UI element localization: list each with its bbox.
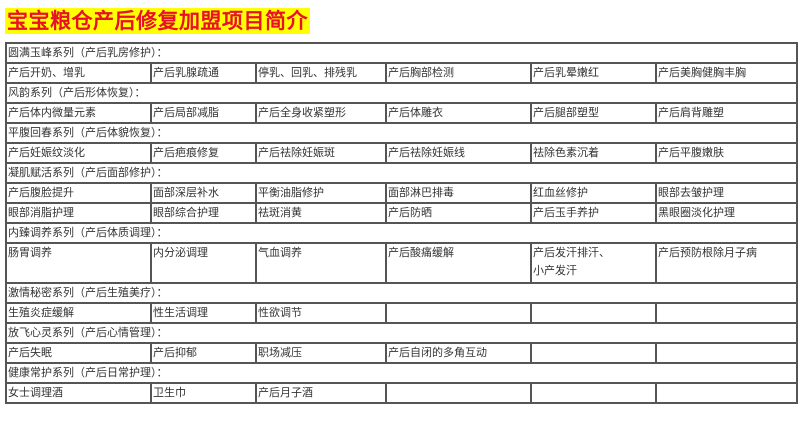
table-cell: 眼部消脂护理	[5, 202, 152, 224]
table-cell: 产后酸痛缓解	[385, 242, 532, 284]
table-cell: 产后美胸健胸丰胸	[655, 62, 798, 84]
section-heading: 内臻调养系列（产后体质调理）：	[5, 222, 798, 244]
table-cell: 产后预防根除月子病	[655, 242, 798, 284]
table-cell: 产后祛除妊娠斑	[255, 142, 387, 164]
table-cell	[385, 382, 532, 404]
table-cell	[385, 302, 532, 324]
table-row: 肠胃调养 内分泌调理 气血调养 产后酸痛缓解 产后发汗排汗、 小产发汗 产后预防根除月子病	[5, 242, 798, 284]
table-cell: 性欲调节	[255, 302, 387, 324]
table-cell: 产后发汗排汗、 小产发汗	[530, 242, 657, 284]
section-heading: 风韵系列（产后形体恢复）：	[5, 82, 798, 104]
table-cell: 卫生巾	[150, 382, 257, 404]
table-row: 产后腹脸提升 面部深层补水 平衡油脂修护 面部淋巴排毒 红血丝修护 眼部去皱护理	[5, 182, 798, 204]
table-cell: 停乳、回乳、排残乳	[255, 62, 387, 84]
table-cell: 产后自闭的多角互动	[385, 342, 532, 364]
table-cell: 产后体雕衣	[385, 102, 532, 124]
table-cell: 产后开奶、增乳	[5, 62, 152, 84]
table-cell: 产后腹脸提升	[5, 182, 152, 204]
table-cell: 黑眼圈淡化护理	[655, 202, 798, 224]
table-cell: 产后乳晕嫩红	[530, 62, 657, 84]
table-cell: 内分泌调理	[150, 242, 257, 284]
table-cell: 眼部综合护理	[150, 202, 257, 224]
table-cell	[530, 302, 657, 324]
section-heading: 圆满玉峰系列（产后乳房修护）：	[5, 42, 798, 64]
section-header-row: 平腹回春系列（产后体貌恢复）：	[5, 122, 798, 144]
table-cell: 产后局部减脂	[150, 102, 257, 124]
table-cell: 产后全身收紧塑形	[255, 102, 387, 124]
table-cell: 生殖炎症缓解	[5, 302, 152, 324]
section-heading: 凝肌赋活系列（产后面部修护）：	[5, 162, 798, 184]
section-header-row: 凝肌赋活系列（产后面部修护）：	[5, 162, 798, 184]
table-cell: 产后抑郁	[150, 342, 257, 364]
table-cell: 产后平腹嫩肤	[655, 142, 798, 164]
table-cell: 女士调理酒	[5, 382, 152, 404]
section-header-row: 健康常护系列（产后日常护理）：	[5, 362, 798, 384]
table-cell: 产后腿部塑型	[530, 102, 657, 124]
table-cell	[655, 382, 798, 404]
section-header-row: 圆满玉峰系列（产后乳房修护）：	[5, 42, 798, 64]
table-cell	[530, 382, 657, 404]
section-header-row: 激情秘密系列（产后生殖美疗）：	[5, 282, 798, 304]
section-heading: 放飞心灵系列（产后心情管理）：	[5, 322, 798, 344]
table-cell: 面部深层补水	[150, 182, 257, 204]
section-header-row: 风韵系列（产后形体恢复）：	[5, 82, 798, 104]
table-row: 生殖炎症缓解 性生活调理 性欲调节	[5, 302, 798, 324]
table-cell: 产后祛除妊娠线	[385, 142, 532, 164]
table-cell: 产后乳腺疏通	[150, 62, 257, 84]
table-cell: 祛斑消黄	[255, 202, 387, 224]
table-row: 产后妊娠纹淡化 产后疤痕修复 产后祛除妊娠斑 产后祛除妊娠线 祛除色素沉着 产后平腹嫩肤	[5, 142, 798, 164]
table-cell: 面部淋巴排毒	[385, 182, 532, 204]
table-cell: 产后防晒	[385, 202, 532, 224]
table-cell	[655, 342, 798, 364]
page-title: 宝宝粮仓产后修复加盟项目简介	[5, 8, 310, 34]
table-cell	[530, 342, 657, 364]
table-row: 产后体内微量元素 产后局部减脂 产后全身收紧塑形 产后体雕衣 产后腿部塑型 产后肩背雕塑	[5, 102, 798, 124]
table-cell: 产后月子酒	[255, 382, 387, 404]
project-table: 圆满玉峰系列（产后乳房修护）： 产后开奶、增乳 产后乳腺疏通 停乳、回乳、排残乳 产后胸…	[5, 42, 798, 404]
section-heading: 激情秘密系列（产后生殖美疗）：	[5, 282, 798, 304]
table-cell: 产后肩背雕塑	[655, 102, 798, 124]
section-header-row: 放飞心灵系列（产后心情管理）：	[5, 322, 798, 344]
table-cell: 产后玉手养护	[530, 202, 657, 224]
table-cell: 职场减压	[255, 342, 387, 364]
section-header-row: 内臻调养系列（产后体质调理）：	[5, 222, 798, 244]
table-cell: 产后妊娠纹淡化	[5, 142, 152, 164]
table-cell: 肠胃调养	[5, 242, 152, 284]
table-cell: 红血丝修护	[530, 182, 657, 204]
table-row: 产后失眠 产后抑郁 职场减压 产后自闭的多角互动	[5, 342, 798, 364]
table-cell: 产后胸部检测	[385, 62, 532, 84]
table-cell: 产后体内微量元素	[5, 102, 152, 124]
table-row: 产后开奶、增乳 产后乳腺疏通 停乳、回乳、排残乳 产后胸部检测 产后乳晕嫩红 产后美胸健胸…	[5, 62, 798, 84]
table-cell: 平衡油脂修护	[255, 182, 387, 204]
table-cell: 性生活调理	[150, 302, 257, 324]
table-cell	[655, 302, 798, 324]
section-heading: 平腹回春系列（产后体貌恢复）：	[5, 122, 798, 144]
table-cell: 产后失眠	[5, 342, 152, 364]
table-cell: 眼部去皱护理	[655, 182, 798, 204]
table-cell: 气血调养	[255, 242, 387, 284]
section-heading: 健康常护系列（产后日常护理）：	[5, 362, 798, 384]
table-row: 眼部消脂护理 眼部综合护理 祛斑消黄 产后防晒 产后玉手养护 黑眼圈淡化护理	[5, 202, 798, 224]
table-cell: 产后疤痕修复	[150, 142, 257, 164]
table-row: 女士调理酒 卫生巾 产后月子酒	[5, 382, 798, 404]
table-cell: 祛除色素沉着	[530, 142, 657, 164]
